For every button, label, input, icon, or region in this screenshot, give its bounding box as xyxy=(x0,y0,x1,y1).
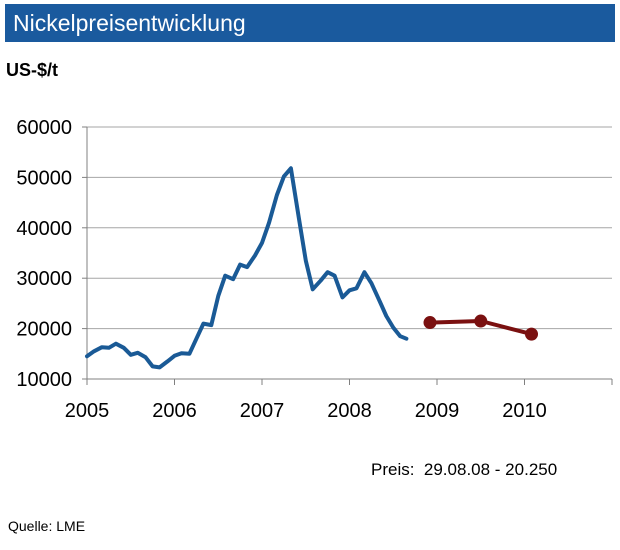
series-2-point-2 xyxy=(474,314,488,328)
chart-title-bar: Nickelpreisentwicklung xyxy=(5,4,615,42)
x-tick-label-2008: 2008 xyxy=(327,400,372,422)
y-tick-label-10000: 10000 xyxy=(16,369,72,391)
x-tick-label-2010: 2010 xyxy=(502,400,547,422)
grid-layer xyxy=(87,126,612,330)
y-tick-label-60000: 60000 xyxy=(16,117,72,139)
series-2-point-1 xyxy=(423,316,437,330)
series-2-point-3 xyxy=(525,327,538,341)
y-tick-label-30000: 30000 xyxy=(16,268,72,290)
x-tick-label-2005: 2005 xyxy=(65,400,110,422)
current-price-note: Preis: 29.08.08 - 20.250 xyxy=(371,460,558,479)
y-tick-label-40000: 40000 xyxy=(16,218,72,240)
source-note: Quelle: LME xyxy=(8,518,86,534)
y-axis-unit-label: US-$/t xyxy=(6,60,59,80)
series-layer xyxy=(85,166,538,370)
y-tick-label-50000: 50000 xyxy=(16,167,72,189)
chart-title: Nickelpreisentwicklung xyxy=(13,9,246,36)
nickel-price-chart: 10000 20000 30000 40000 50000 60000 2005 2006 20… xyxy=(16,117,613,422)
axis-layer xyxy=(82,126,613,385)
x-tick-label-2007: 2007 xyxy=(240,400,285,422)
y-tick-label-20000: 20000 xyxy=(16,319,72,341)
x-tick-label-2009: 2009 xyxy=(415,400,460,422)
tick-label-layer: 10000 20000 30000 40000 50000 60000 2005 2006 20… xyxy=(16,117,546,422)
series-line-1 xyxy=(85,166,409,370)
x-tick-label-2006: 2006 xyxy=(152,400,197,422)
